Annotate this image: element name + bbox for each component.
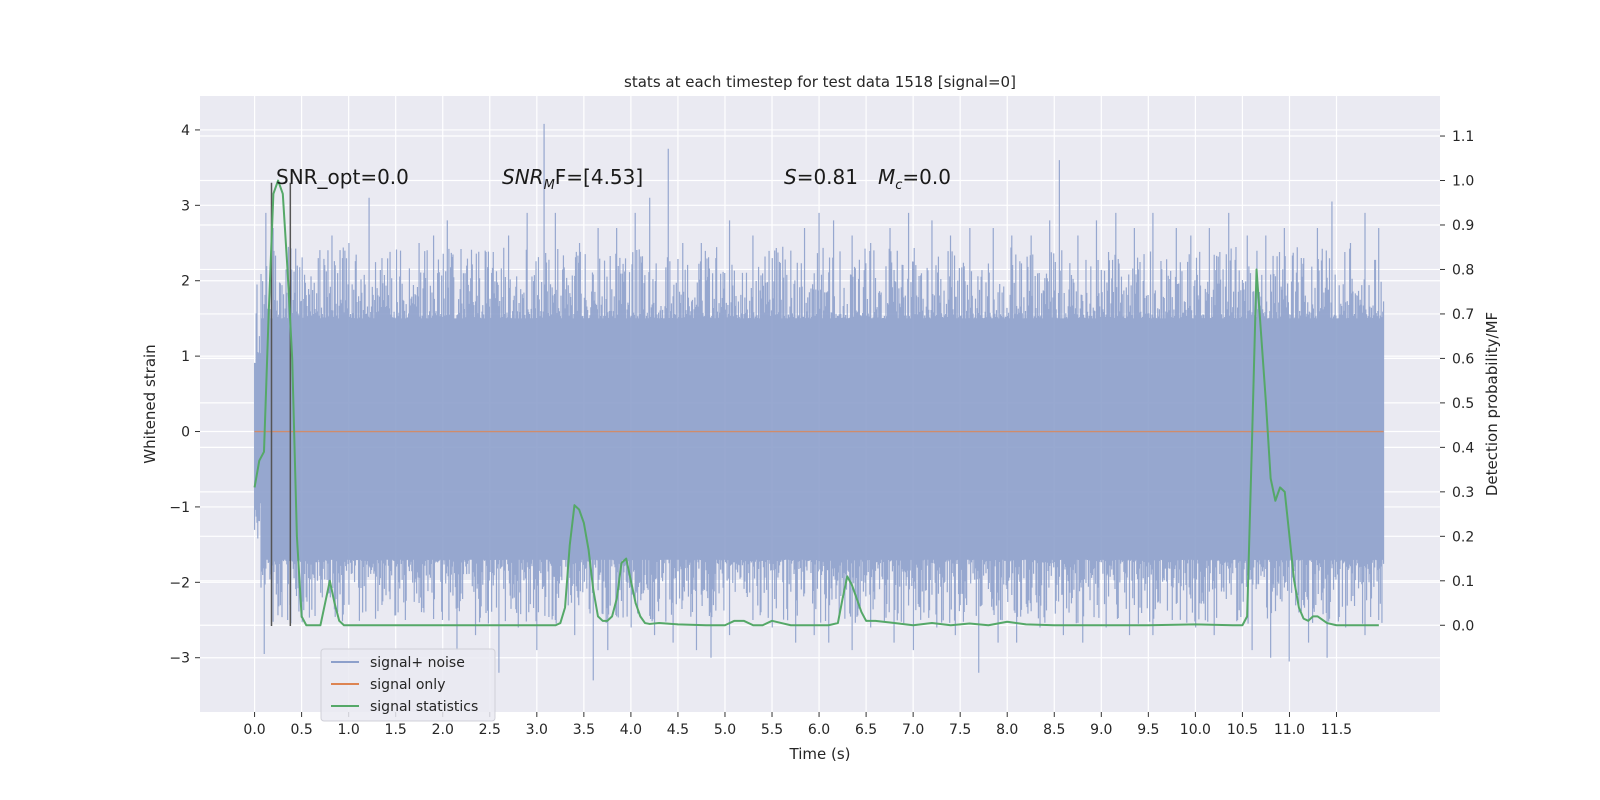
x-tick-label: 7.0 xyxy=(902,722,924,738)
x-tick-label: 8.5 xyxy=(1043,722,1065,738)
x-tick-label: 4.5 xyxy=(667,722,689,738)
x-tick-label: 3.0 xyxy=(526,722,548,738)
x-tick-label: 5.0 xyxy=(714,722,736,738)
y-left-tick-label: 4 xyxy=(181,123,190,139)
x-tick-label: 7.5 xyxy=(949,722,971,738)
y-left-tick-label: 1 xyxy=(181,349,190,365)
series-signal-statistics xyxy=(253,179,1379,627)
y-left-tick-label: 0 xyxy=(181,425,190,441)
annotation-s-symbol: S xyxy=(784,165,797,189)
y-right-tick-label: 1.1 xyxy=(1452,129,1474,145)
x-tick-label: 10.0 xyxy=(1180,722,1211,738)
signal-noise-trace xyxy=(253,123,1385,681)
annotation-mc: Mc=0.0 xyxy=(878,165,951,193)
annotation-s: S=0.81 xyxy=(784,165,858,189)
y-left-axis-ticks: −3 −2 −1 0 1 2 3 4 xyxy=(169,123,200,667)
legend-box xyxy=(320,648,496,722)
legend: signal+ noise signal only signal statist… xyxy=(320,648,496,722)
x-tick-label: 2.0 xyxy=(432,722,454,738)
y-right-tick-label: 0.1 xyxy=(1452,574,1474,590)
x-tick-label: 0.0 xyxy=(243,722,265,738)
x-axis-ticks: 0.0 0.5 1.0 1.5 2.0 2.5 3.0 3.5 4.0 4.5 5.0 5.5 6.0 6… xyxy=(243,712,1352,738)
y-right-tick-label: 0.3 xyxy=(1452,485,1474,501)
x-tick-label: 3.5 xyxy=(573,722,595,738)
series-signal-noise xyxy=(253,123,1385,681)
x-tick-label: 1.0 xyxy=(338,722,360,738)
annotation-snr-mf-subscript: M xyxy=(544,178,555,193)
y-left-tick-label: 2 xyxy=(181,274,190,290)
y-left-tick-label: −1 xyxy=(169,500,190,516)
x-tick-label: 4.0 xyxy=(620,722,642,738)
y-left-axis-label: Whitened strain xyxy=(141,344,159,463)
annotation-mc-subscript: c xyxy=(895,178,902,193)
y-right-axis-label: Detection probability/MF xyxy=(1483,312,1501,496)
x-tick-label: 9.0 xyxy=(1090,722,1112,738)
y-left-tick-label: 3 xyxy=(181,198,190,214)
x-axis-label: Time (s) xyxy=(789,745,851,763)
y-right-tick-label: 0.8 xyxy=(1452,262,1474,278)
annotation-snr-mf-symbol: SNR xyxy=(502,165,544,189)
annotation-snr-mf-value: F=[4.53] xyxy=(555,165,643,189)
x-tick-label: 11.5 xyxy=(1321,722,1352,738)
x-tick-label: 5.5 xyxy=(761,722,783,738)
x-tick-label: 6.5 xyxy=(855,722,877,738)
legend-label-signal-noise: signal+ noise xyxy=(370,655,465,671)
x-tick-label: 1.5 xyxy=(385,722,407,738)
y-right-tick-label: 0.4 xyxy=(1452,440,1474,456)
x-tick-label: 6.0 xyxy=(808,722,830,738)
y-right-tick-label: 0.7 xyxy=(1452,307,1474,323)
x-tick-label: 10.5 xyxy=(1227,722,1258,738)
annotation-snr-opt: SNR_opt=0.0 xyxy=(276,165,409,189)
y-right-tick-label: 1.0 xyxy=(1452,174,1474,190)
y-right-tick-label: 0.9 xyxy=(1452,218,1474,234)
x-tick-label: 2.5 xyxy=(479,722,501,738)
y-left-tick-label: −3 xyxy=(169,651,190,667)
x-tick-label: 0.5 xyxy=(290,722,312,738)
x-tick-label: 8.0 xyxy=(996,722,1018,738)
annotation-s-value: =0.81 xyxy=(797,165,858,189)
annotation-mc-value: =0.0 xyxy=(902,165,951,189)
y-right-tick-label: 0.0 xyxy=(1452,618,1474,634)
x-tick-label: 11.0 xyxy=(1274,722,1305,738)
x-tick-label: 9.5 xyxy=(1137,722,1159,738)
y-right-tick-label: 0.5 xyxy=(1452,396,1474,412)
legend-label-signal-statistics: signal statistics xyxy=(370,699,478,715)
signal-statistics-line xyxy=(253,179,1379,627)
y-left-tick-label: −2 xyxy=(169,575,190,591)
y-right-tick-label: 0.2 xyxy=(1452,529,1474,545)
y-right-tick-label: 0.6 xyxy=(1452,351,1474,367)
y-right-axis-ticks: 0.0 0.1 0.2 0.3 0.4 0.5 0.6 0.7 0.8 0.9 1.0 1.1 xyxy=(1440,129,1474,634)
annotation-snr-mf: SNRMF=[4.53] xyxy=(502,165,643,193)
legend-label-signal-only: signal only xyxy=(370,677,445,693)
annotation-mc-symbol: M xyxy=(878,165,895,189)
chart-title: stats at each timestep for test data 151… xyxy=(624,73,1016,91)
